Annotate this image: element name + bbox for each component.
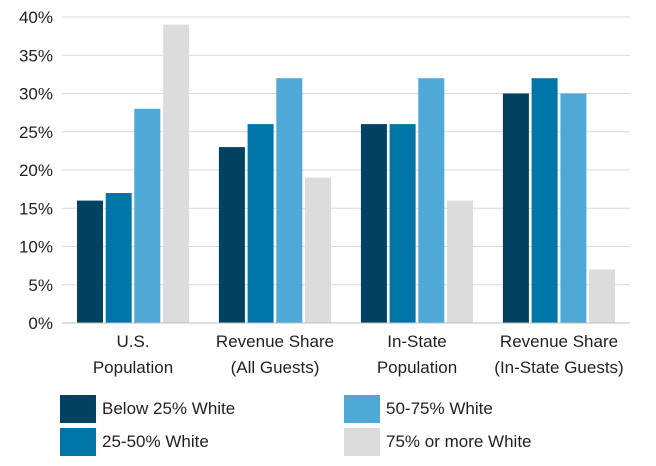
bars	[77, 24, 615, 323]
legend: Below 25% White 25-50% White 50-75% Whit…	[60, 392, 620, 458]
legend-label-25-50: 25-50% White	[102, 432, 209, 451]
bar	[163, 24, 190, 323]
bar	[218, 147, 245, 323]
bar	[77, 200, 103, 323]
legend-item-75-plus: 75% or more White	[344, 427, 532, 457]
legend-item-below-25: Below 25% White	[60, 394, 235, 424]
y-tick-label: 5%	[28, 276, 53, 295]
legend-swatch-75-plus	[344, 428, 380, 456]
legend-item-25-50: 25-50% White	[60, 427, 209, 457]
x-axis-categories: U.S. Population Revenue Share (All Guests) I…	[93, 332, 624, 377]
x-category-label: Revenue Share (In-State Guests)	[494, 332, 623, 377]
y-tick-label: 10%	[19, 238, 53, 257]
legend-item-50-75: 50-75% White	[344, 394, 493, 424]
bar	[389, 124, 416, 323]
y-tick-label: 40%	[19, 8, 53, 27]
y-tick-label: 25%	[19, 123, 53, 142]
bar	[560, 93, 587, 323]
y-tick-label: 30%	[19, 85, 53, 104]
legend-swatch-below-25	[60, 395, 96, 423]
legend-label-below-25: Below 25% White	[102, 399, 236, 418]
bar	[105, 193, 132, 323]
x-category-label: Revenue Share (All Guests)	[216, 332, 334, 377]
bar	[360, 124, 387, 323]
x-category-label: In-State Population	[377, 332, 457, 377]
x-category-label: U.S. Population	[93, 332, 173, 377]
bar	[305, 177, 331, 323]
legend-label-75-plus: 75% or more White	[386, 432, 532, 451]
y-tick-label: 15%	[19, 199, 53, 218]
bar	[418, 78, 445, 323]
bar	[447, 200, 473, 323]
bar	[276, 78, 303, 323]
y-tick-label: 0%	[28, 314, 53, 333]
bar	[134, 108, 161, 323]
bar	[502, 93, 529, 323]
legend-label-50-75: 50-75% White	[386, 399, 493, 418]
y-axis-ticks: 0% 5% 10% 15% 20% 25% 30% 35% 40%	[19, 8, 53, 333]
bar	[247, 124, 274, 323]
legend-swatch-50-75	[344, 395, 380, 423]
bar	[589, 269, 615, 323]
legend-swatch-25-50	[60, 428, 96, 456]
y-tick-label: 20%	[19, 161, 53, 180]
bar	[531, 78, 558, 323]
y-tick-label: 35%	[19, 46, 53, 65]
